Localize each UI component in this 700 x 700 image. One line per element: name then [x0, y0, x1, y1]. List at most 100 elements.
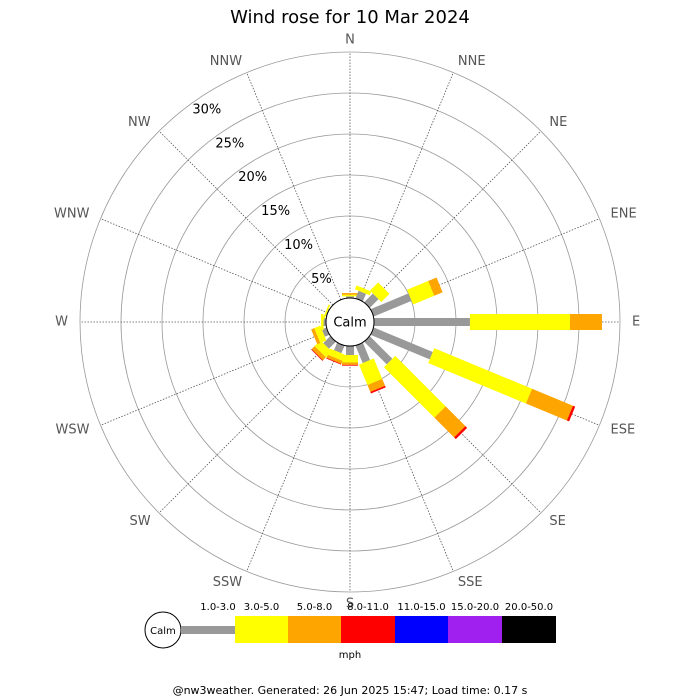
direction-bar: [355, 342, 386, 394]
direction-label: NNE: [458, 54, 486, 69]
legend-swatch: [448, 616, 502, 643]
bar-segment: [323, 318, 327, 326]
bar-segment: [370, 385, 386, 394]
r-tick-label: 20%: [238, 170, 267, 185]
bar-segment: [569, 314, 602, 330]
direction-label: SW: [129, 514, 150, 529]
bar-segment: [327, 348, 346, 361]
bar-segment: [364, 293, 379, 308]
legend-label: 1.0-3.0: [200, 602, 235, 613]
legend-swatch: [288, 616, 341, 643]
legend-label: 8.0-11.0: [347, 602, 389, 613]
bar-segment: [454, 426, 468, 440]
chart-title: Wind rose for 10 Mar 2024: [230, 7, 470, 28]
bar-segment: [364, 336, 393, 365]
bar-segment: [374, 318, 470, 326]
legend-swatch: [502, 616, 556, 643]
r-tick-label: 25%: [215, 136, 244, 151]
bar-segment: [428, 348, 533, 404]
bar-segment: [469, 314, 570, 330]
spoke: [366, 130, 542, 306]
spoke: [100, 218, 328, 314]
direction-bar: [364, 336, 468, 440]
bar-segment: [311, 348, 324, 361]
legend-label: 20.0-50.0: [505, 602, 553, 613]
legend-label: 15.0-20.0: [451, 602, 499, 613]
bar-segment: [333, 342, 345, 354]
bar-segment: [525, 388, 573, 421]
bar-segment: [434, 406, 466, 438]
direction-label: NNW: [210, 54, 242, 69]
direction-label: ENE: [611, 207, 637, 222]
direction-bar: [321, 314, 327, 330]
spoke: [158, 130, 334, 306]
direction-bar: [354, 285, 372, 302]
direction-bar: [342, 293, 358, 298]
bar-segment: [342, 294, 358, 297]
legend-swatch: [181, 626, 235, 634]
legend-unit: mph: [339, 650, 361, 661]
grid-ring: [79, 51, 621, 593]
spoke: [358, 344, 454, 572]
direction-label: W: [55, 315, 68, 330]
bar-segment: [370, 293, 412, 317]
direction-label: ESE: [611, 422, 636, 437]
r-tick-label: 15%: [261, 204, 290, 219]
footer: @nw3weather. Generated: 26 Jun 2025 15:4…: [173, 684, 528, 697]
direction-bar: [326, 342, 346, 365]
direction-label: NW: [128, 115, 151, 130]
spoke: [372, 218, 600, 314]
bar-segment: [355, 290, 367, 302]
bar-segment: [346, 346, 354, 356]
legend-label: 5.0-8.0: [297, 602, 332, 613]
bar-segment: [346, 296, 354, 298]
legend-swatch: [341, 616, 395, 643]
legend-calm-label: Calm: [150, 626, 176, 637]
bar-segment: [566, 405, 576, 422]
direction-label: SE: [549, 514, 565, 529]
bar-segment: [406, 280, 435, 305]
calm-label: Calm: [333, 316, 366, 331]
legend-swatch: [235, 616, 288, 643]
legend-label: 11.0-15.0: [397, 602, 445, 613]
r-tick-label: 5%: [311, 272, 332, 287]
bar-segment: [342, 293, 358, 295]
spoke: [358, 72, 454, 300]
bar-segment: [355, 342, 371, 364]
bar-segment: [359, 358, 383, 386]
bar-segment: [326, 354, 343, 364]
direction-bar: [370, 327, 576, 422]
bar-segment: [428, 277, 443, 296]
direction-bar: [342, 346, 358, 366]
bar-segment: [321, 327, 330, 337]
bar-segment: [342, 362, 358, 365]
direction-label: NE: [549, 115, 567, 130]
spoke: [158, 338, 334, 514]
calm-circle: [325, 297, 375, 347]
direction-label: SSE: [458, 575, 483, 590]
direction-label: N: [345, 33, 355, 48]
bar-segment: [322, 304, 331, 320]
bar-segment: [314, 340, 332, 358]
legend-swatch: [395, 616, 448, 643]
direction-bar: [311, 325, 330, 345]
direction-bar: [374, 314, 602, 330]
direction-label: SSW: [213, 575, 243, 590]
spoke: [246, 344, 342, 572]
direction-label: E: [632, 315, 640, 330]
bar-segment: [314, 325, 327, 343]
bar-segment: [367, 378, 386, 392]
direction-bar: [364, 282, 390, 308]
bar-segment: [311, 346, 326, 361]
spoke: [100, 330, 328, 426]
direction-label: WNW: [54, 207, 90, 222]
direction-bar: [370, 277, 443, 317]
bar-segment: [370, 327, 433, 360]
direction-label: S: [346, 597, 354, 612]
bar-segment: [383, 355, 446, 418]
legend-label: 3.0-5.0: [244, 602, 279, 613]
bar-segment: [370, 282, 390, 302]
bar-segment: [311, 328, 321, 345]
bar-segment: [326, 357, 342, 365]
